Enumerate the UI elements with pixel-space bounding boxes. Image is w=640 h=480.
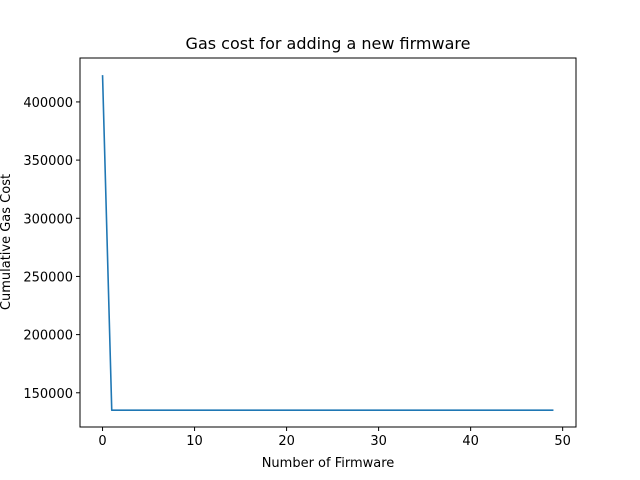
y-axis: 150000 200000 250000 300000 350000 400000 (23, 96, 80, 402)
x-axis-label: Number of Firmware (262, 456, 395, 471)
series-layer (101, 75, 554, 412)
y-tick-label: 150000 (23, 387, 73, 402)
x-tick-label: 50 (554, 434, 571, 449)
x-tick-label: 40 (462, 434, 479, 449)
series-line (101, 75, 554, 412)
y-tick-label: 200000 (23, 329, 73, 344)
x-axis: 0 10 20 30 40 50 (98, 427, 571, 449)
plot-area (80, 58, 576, 427)
x-tick-label: 20 (278, 434, 295, 449)
plot-frame (79, 57, 577, 428)
x-tick-label: 0 (98, 434, 106, 449)
y-tick-label: 300000 (23, 212, 73, 227)
y-tick-label: 350000 (23, 154, 73, 169)
chart-title: Gas cost for adding a new firmware (186, 34, 471, 53)
y-tick-label: 400000 (23, 96, 73, 111)
y-tick-label: 250000 (23, 270, 73, 285)
y-axis-label: Cumulative Gas Cost (0, 174, 14, 310)
x-tick-label: 30 (370, 434, 387, 449)
x-tick-label: 10 (186, 434, 203, 449)
